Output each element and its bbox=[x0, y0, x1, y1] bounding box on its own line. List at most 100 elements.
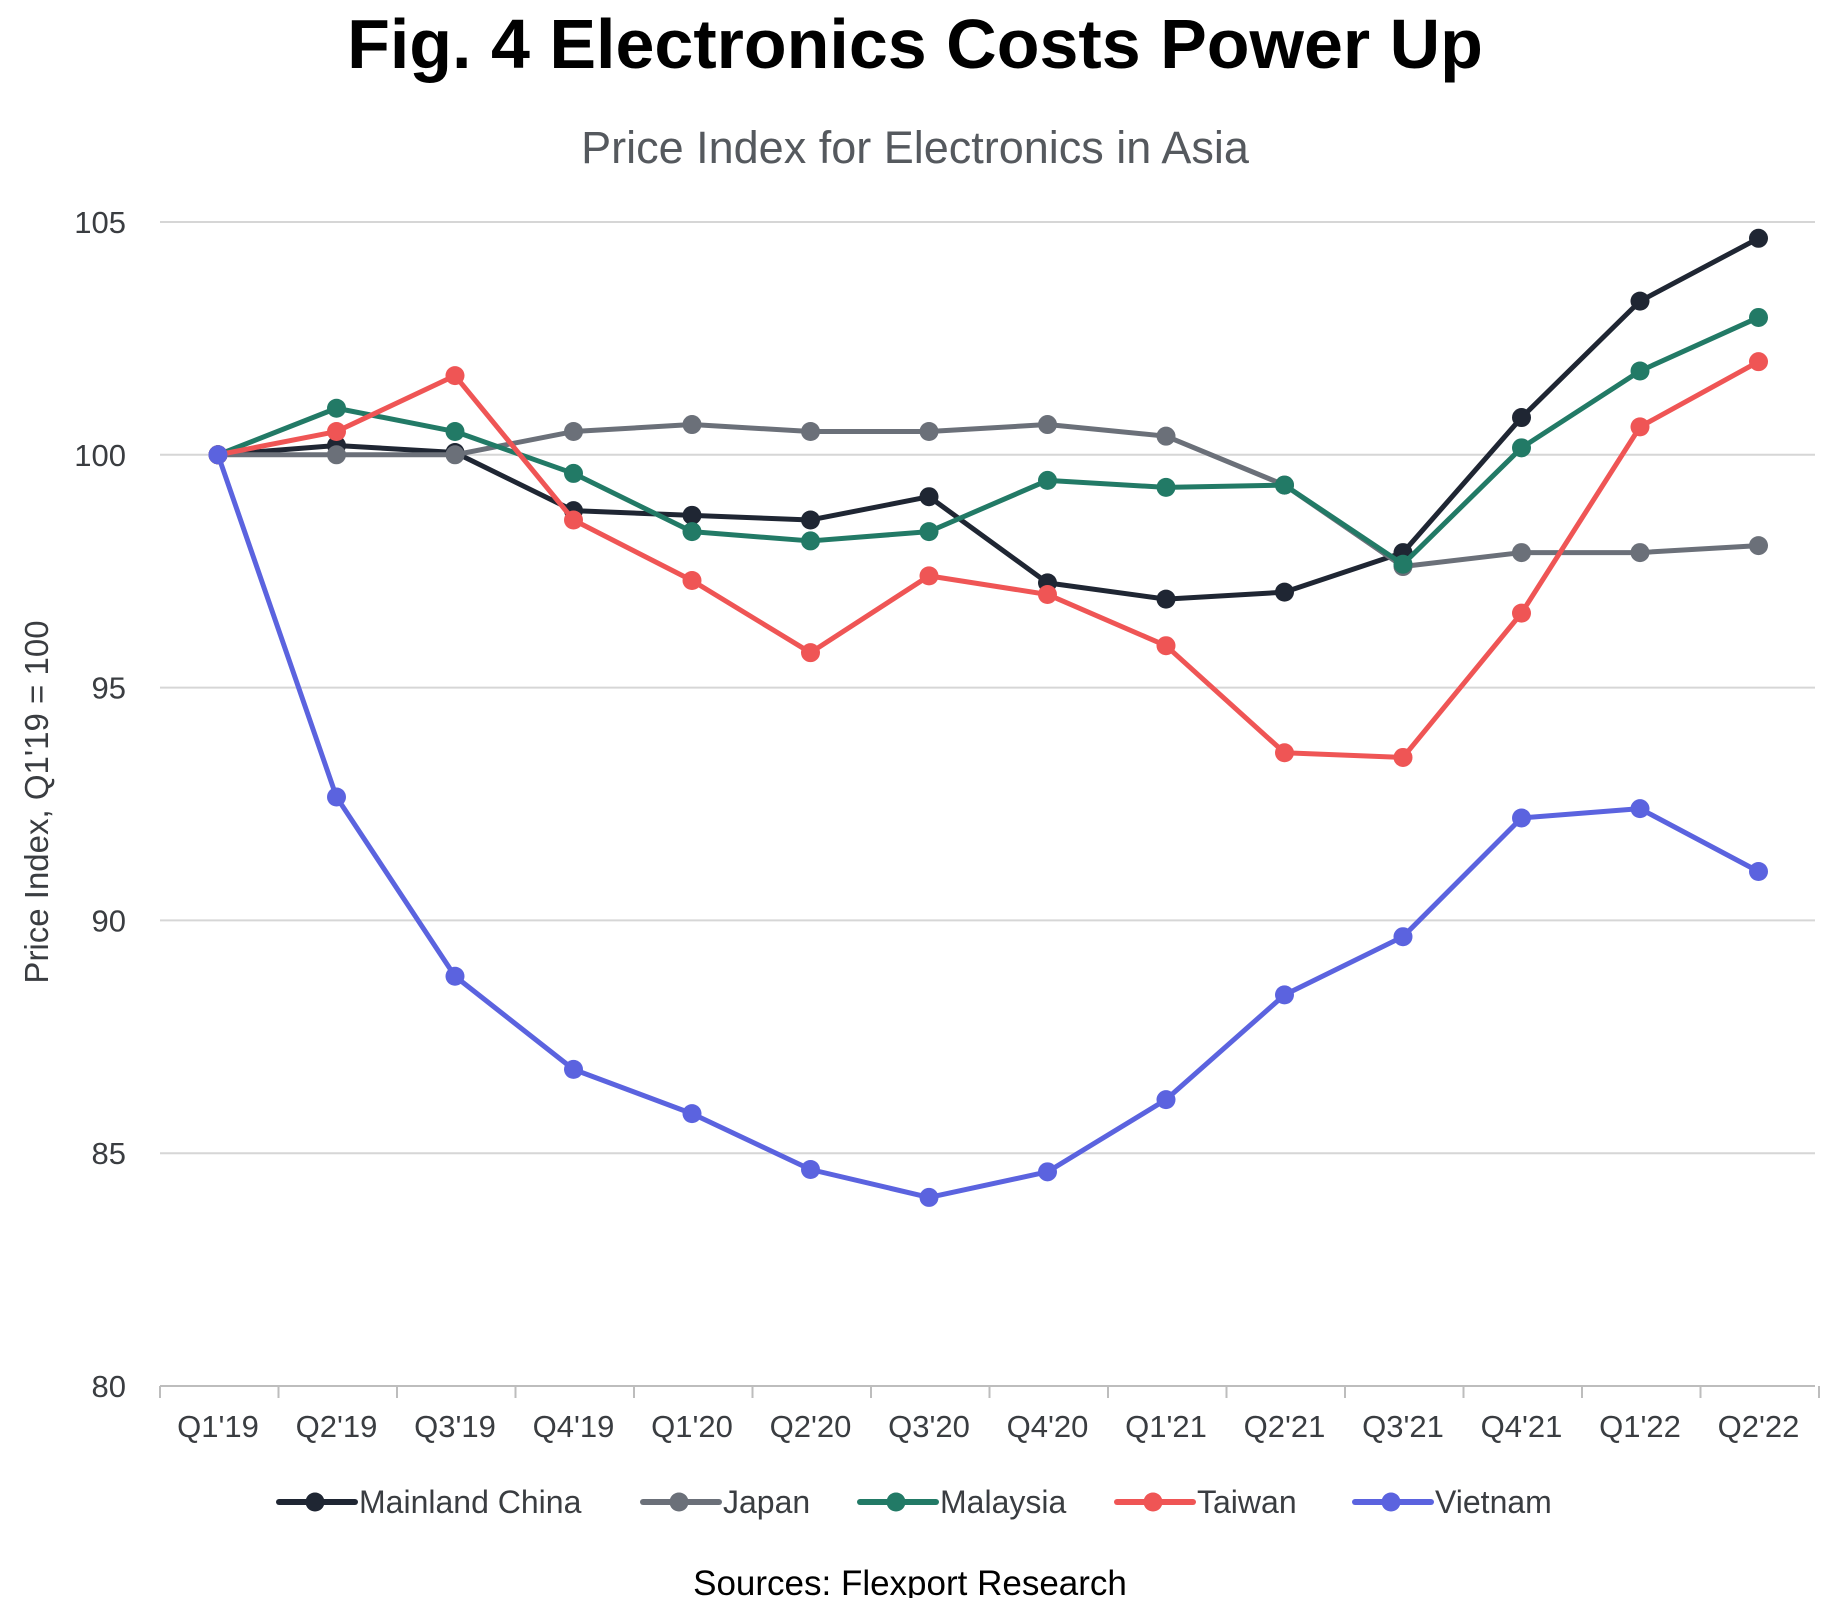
data-point bbox=[919, 487, 939, 507]
data-point bbox=[1156, 589, 1176, 609]
series-line bbox=[215, 452, 1761, 1200]
legend-item: Taiwan bbox=[1114, 1484, 1297, 1520]
data-point bbox=[208, 445, 228, 465]
grid-lines bbox=[160, 221, 1815, 1155]
legend-swatch-dot bbox=[669, 1492, 689, 1512]
legend-label: Taiwan bbox=[1197, 1484, 1297, 1520]
data-point bbox=[1275, 475, 1294, 495]
data-point bbox=[1749, 862, 1768, 882]
x-tick-label: Q1'19 bbox=[177, 1409, 259, 1444]
data-point bbox=[1156, 477, 1176, 497]
x-tick-label: Q2'22 bbox=[1718, 1409, 1800, 1444]
data-point bbox=[1630, 417, 1650, 437]
data-point bbox=[1749, 536, 1768, 556]
x-tick-label: Q2'20 bbox=[770, 1409, 852, 1444]
data-point bbox=[1512, 543, 1531, 563]
legend-swatch-dot bbox=[1381, 1492, 1401, 1512]
series-line bbox=[215, 422, 1761, 570]
data-point bbox=[682, 1104, 702, 1124]
legend: Mainland China Japan Malaysia Taiwan Vietnam bbox=[276, 1484, 1552, 1520]
data-point bbox=[682, 415, 702, 435]
series-line bbox=[215, 314, 1761, 567]
data-point bbox=[564, 422, 583, 442]
data-point bbox=[327, 422, 346, 442]
data-point bbox=[445, 366, 465, 386]
legend-label: Japan bbox=[723, 1484, 810, 1520]
data-point bbox=[327, 787, 346, 807]
data-point bbox=[327, 445, 346, 465]
y-tick-label: 105 bbox=[74, 205, 126, 240]
x-axis: Q1'19 Q2'19 Q3'19 Q4'19 Q1'20 Q2'20 Q3'20 Q4'20… bbox=[159, 1385, 1820, 1444]
data-point bbox=[564, 463, 583, 483]
data-point bbox=[1393, 927, 1413, 947]
legend-label: Vietnam bbox=[1435, 1484, 1552, 1520]
x-tick-label: Q4'21 bbox=[1481, 1409, 1563, 1444]
legend-item: Malaysia bbox=[857, 1484, 1066, 1520]
data-point bbox=[1038, 584, 1057, 604]
x-tick-label: Q4'20 bbox=[1007, 1409, 1089, 1444]
data-point bbox=[1275, 985, 1294, 1005]
source-note: Sources: Flexport Research bbox=[693, 1564, 1127, 1598]
data-point bbox=[1038, 415, 1057, 435]
data-point bbox=[445, 966, 465, 986]
series-line bbox=[215, 235, 1761, 602]
data-point bbox=[1512, 603, 1531, 623]
data-point bbox=[1512, 438, 1531, 458]
data-point bbox=[919, 422, 939, 442]
chart-subtitle: Price Index for Electronics in Asia bbox=[581, 122, 1250, 173]
data-point bbox=[682, 571, 702, 591]
data-point bbox=[919, 522, 939, 542]
data-point bbox=[564, 1059, 583, 1079]
data-point bbox=[1275, 743, 1294, 763]
legend-item: Japan bbox=[640, 1484, 810, 1520]
data-point bbox=[801, 1159, 820, 1179]
x-tick-label: Q4'19 bbox=[533, 1409, 615, 1444]
data-point bbox=[445, 445, 465, 465]
y-tick-label: 100 bbox=[74, 438, 126, 473]
chart-title: Fig. 4 Electronics Costs Power Up bbox=[347, 5, 1483, 83]
y-tick-label: 90 bbox=[92, 903, 126, 938]
series-line bbox=[215, 359, 1761, 760]
legend-label: Malaysia bbox=[940, 1484, 1066, 1520]
legend-swatch-dot bbox=[886, 1492, 906, 1512]
data-point bbox=[1512, 408, 1531, 428]
legend-item: Mainland China bbox=[276, 1484, 582, 1520]
data-point bbox=[1512, 808, 1531, 828]
x-tick-label: Q3'21 bbox=[1362, 1409, 1444, 1444]
series-layer bbox=[208, 228, 1768, 1207]
data-point bbox=[919, 1187, 939, 1207]
data-point bbox=[682, 505, 702, 525]
data-point bbox=[1749, 352, 1768, 372]
legend-item: Vietnam bbox=[1352, 1484, 1552, 1520]
legend-label: Mainland China bbox=[359, 1484, 582, 1520]
data-point bbox=[1038, 1162, 1057, 1182]
data-point bbox=[1749, 307, 1768, 327]
series-vietnam bbox=[208, 445, 1768, 1207]
data-point bbox=[1749, 228, 1768, 248]
data-point bbox=[1630, 543, 1650, 563]
y-tick-label: 85 bbox=[92, 1136, 126, 1171]
x-tick-label: Q1'21 bbox=[1125, 1409, 1207, 1444]
series-taiwan bbox=[208, 352, 1768, 767]
data-point bbox=[1630, 291, 1650, 311]
data-point bbox=[1393, 554, 1413, 574]
data-point bbox=[1630, 799, 1650, 819]
data-point bbox=[1630, 361, 1650, 381]
x-tick-label: Q1'20 bbox=[651, 1409, 733, 1444]
x-tick-label: Q2'21 bbox=[1244, 1409, 1326, 1444]
data-point bbox=[801, 510, 820, 530]
data-point bbox=[801, 643, 820, 663]
series-malaysia bbox=[208, 307, 1768, 574]
data-point bbox=[445, 422, 465, 442]
data-point bbox=[1275, 582, 1294, 602]
data-point bbox=[801, 422, 820, 442]
legend-swatch-dot bbox=[1143, 1492, 1163, 1512]
data-point bbox=[801, 531, 820, 551]
data-point bbox=[682, 522, 702, 542]
y-tick-label: 80 bbox=[92, 1369, 126, 1404]
data-point bbox=[1393, 747, 1413, 767]
data-point bbox=[1156, 426, 1176, 446]
x-tick-label: Q1'22 bbox=[1599, 1409, 1681, 1444]
y-axis-label: Price Index, Q1'19 = 100 bbox=[18, 620, 55, 983]
